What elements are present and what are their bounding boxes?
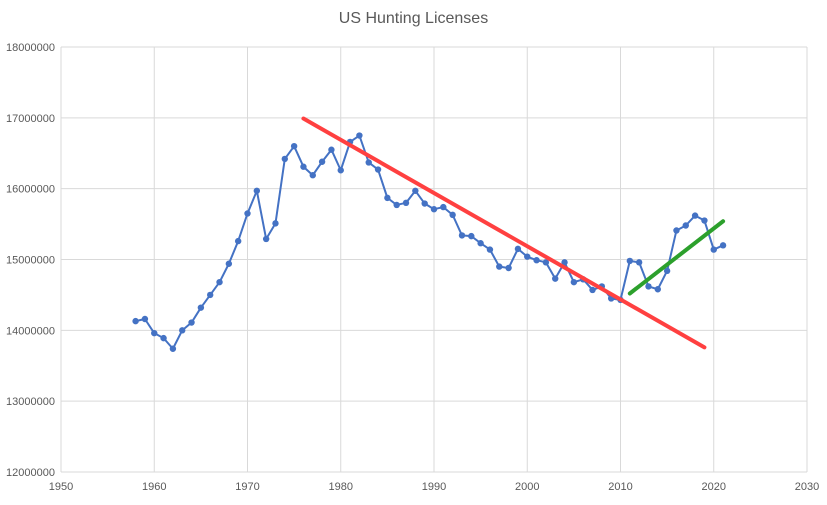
data-point xyxy=(430,206,438,213)
data-point xyxy=(561,259,568,266)
y-tick-label: 14000000 xyxy=(6,325,55,337)
data-point xyxy=(477,240,484,247)
data-point xyxy=(244,210,251,217)
data-point xyxy=(412,187,419,194)
data-point xyxy=(402,199,410,207)
data-point xyxy=(207,291,214,299)
data-point xyxy=(440,203,447,211)
data-point xyxy=(337,167,344,174)
data-point xyxy=(169,345,177,352)
data-point xyxy=(626,257,634,265)
data-point xyxy=(281,155,288,163)
data-point xyxy=(635,259,643,266)
data-point xyxy=(645,283,652,290)
data-point xyxy=(309,172,316,179)
data-point xyxy=(449,211,456,219)
data-point xyxy=(570,278,578,286)
x-tick-label: 2000 xyxy=(515,481,539,493)
data-point xyxy=(234,237,242,245)
data-point xyxy=(663,267,671,275)
data-point xyxy=(132,317,139,325)
data-point xyxy=(216,278,223,286)
data-point xyxy=(533,257,540,264)
data-point xyxy=(552,275,559,282)
data-point xyxy=(225,260,233,267)
data-point xyxy=(328,146,335,153)
trendline-decline xyxy=(301,116,707,350)
data-point xyxy=(290,142,298,150)
data-point xyxy=(160,334,167,342)
x-tick-label: 1960 xyxy=(142,481,166,493)
data-point xyxy=(365,159,372,166)
y-tick-label: 17000000 xyxy=(6,113,55,125)
data-point xyxy=(458,232,466,239)
data-point xyxy=(421,200,428,207)
axes: 1950 1960 1970 1980 1990 2000 2010 2020 2030 1200… xyxy=(6,42,819,493)
data-point xyxy=(197,304,205,311)
data-point xyxy=(524,253,531,260)
data-point xyxy=(654,286,661,293)
y-tick-label: 16000000 xyxy=(6,184,55,196)
data-point xyxy=(710,246,717,253)
data-point xyxy=(505,264,512,272)
data-point xyxy=(673,227,680,234)
data-point xyxy=(318,158,326,165)
data-point xyxy=(393,201,400,209)
gridlines xyxy=(60,46,808,473)
data-point xyxy=(701,217,708,224)
x-tick-label: 2010 xyxy=(608,481,632,493)
trendline-increase xyxy=(627,219,726,296)
y-tick-label: 13000000 xyxy=(6,396,55,408)
data-point xyxy=(151,329,158,337)
data-point xyxy=(262,235,270,243)
data-point xyxy=(253,187,261,194)
x-tick-label: 1990 xyxy=(422,481,446,493)
data-point xyxy=(514,245,522,253)
data-point xyxy=(141,315,149,323)
data-point xyxy=(589,286,596,294)
chart-title: US Hunting Licenses xyxy=(338,10,489,27)
data-series xyxy=(132,132,727,352)
data-point xyxy=(179,327,186,334)
data-point xyxy=(682,222,689,229)
data-point xyxy=(188,319,195,326)
data-point xyxy=(374,166,382,173)
y-tick-label: 15000000 xyxy=(6,255,55,267)
data-point xyxy=(719,242,727,249)
trendlines xyxy=(301,116,726,350)
data-point xyxy=(486,246,494,253)
data-point xyxy=(384,194,391,202)
data-point xyxy=(542,259,550,266)
x-tick-label: 1950 xyxy=(49,481,73,493)
x-tick-label: 2030 xyxy=(795,481,819,493)
data-point xyxy=(468,232,475,240)
y-tick-label: 12000000 xyxy=(6,467,55,479)
data-point xyxy=(272,220,279,227)
x-tick-label: 1970 xyxy=(235,481,259,493)
x-tick-label: 1980 xyxy=(329,481,353,493)
data-point xyxy=(691,212,699,219)
x-tick-label: 2020 xyxy=(702,481,726,493)
y-tick-label: 18000000 xyxy=(6,42,55,54)
data-point xyxy=(300,163,307,170)
series-line xyxy=(135,134,724,350)
data-point xyxy=(496,263,503,270)
data-point xyxy=(356,132,363,139)
